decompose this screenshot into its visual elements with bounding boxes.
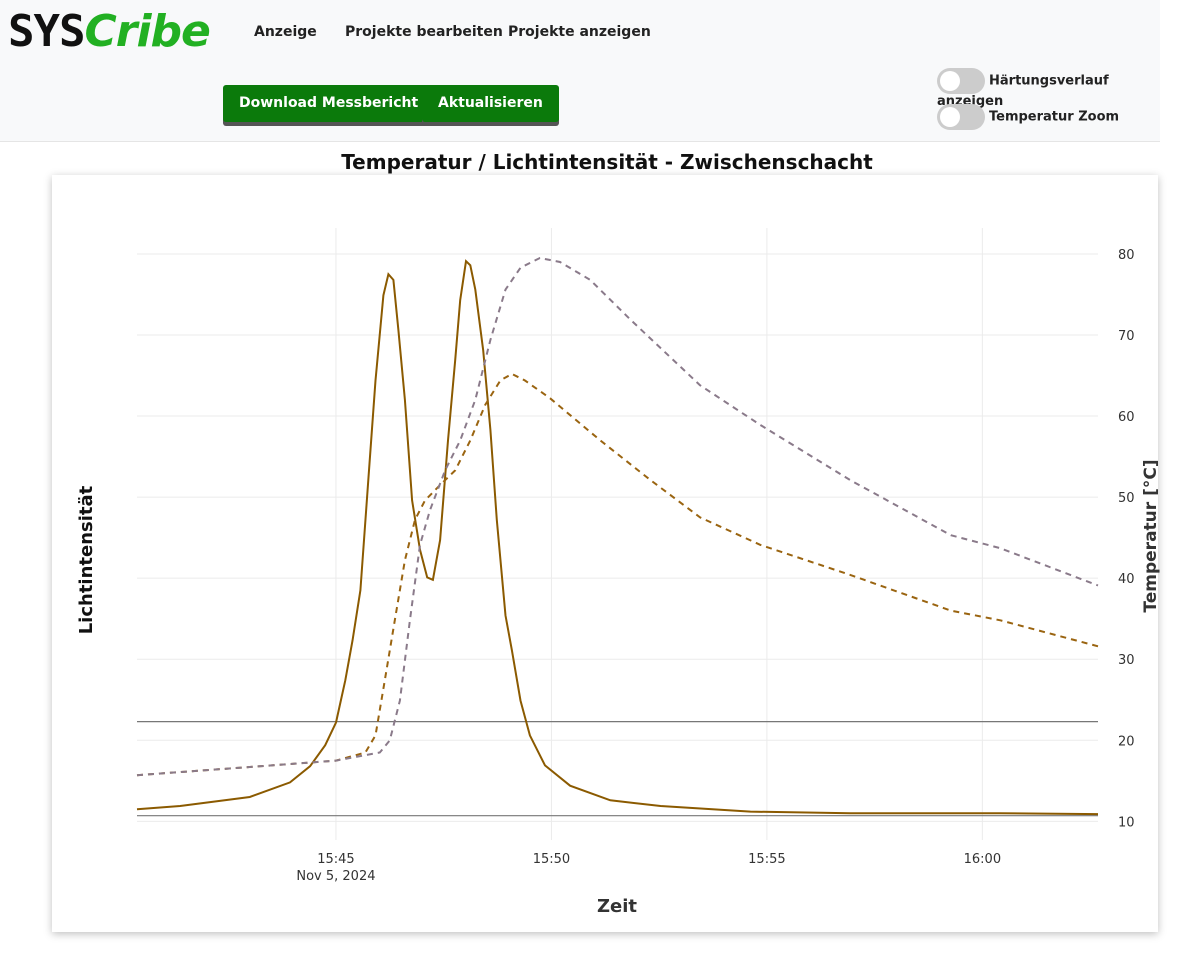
y2-tick-label: 20	[1118, 734, 1135, 749]
switch[interactable]	[937, 68, 985, 94]
nav-link[interactable]: Anzeige	[254, 24, 317, 40]
logo-dark: SYS	[8, 6, 85, 57]
switch[interactable]	[937, 104, 985, 130]
y2-tick-label: 60	[1118, 410, 1135, 425]
chart: Temperatur / Lichtintensität - Zwischens…	[76, 150, 1161, 917]
refresh-button[interactable]: Aktualisieren	[422, 85, 559, 122]
nav-link[interactable]: Projekte anzeigen	[508, 24, 651, 40]
y2-tick-label: 10	[1118, 815, 1135, 830]
toggle-label: Härtungsverlauf anzeigen	[937, 73, 1109, 110]
x-tick-label: 15:45	[317, 852, 354, 867]
logo[interactable]: SYSCribe	[8, 6, 211, 57]
y2-tick-label: 50	[1118, 491, 1135, 506]
nav-link[interactable]: Projekte bearbeiten	[345, 24, 503, 40]
y2-tick-label: 40	[1118, 572, 1135, 587]
download-button[interactable]: Download Messbericht	[223, 85, 435, 122]
x-tick-label: 15:50	[533, 852, 570, 867]
data-line	[136, 372, 1099, 777]
y2-axis-title: Temperatur [°C]	[1141, 459, 1161, 612]
header: SYSCribe Anzeige Projekte bearbeiten Pro…	[0, 0, 1160, 142]
toggle[interactable]: Temperatur Zoom	[937, 104, 1119, 130]
x-tick-label: 15:55	[748, 852, 785, 867]
chart-card	[52, 175, 1158, 932]
toggle[interactable]: Härtungsverlauf anzeigen	[937, 68, 1160, 109]
y2-tick-label: 80	[1118, 248, 1135, 263]
x-tick-label: 16:00	[964, 852, 1001, 867]
x-date-label: Nov 5, 2024	[296, 869, 375, 884]
data-line	[136, 259, 1099, 816]
chart-title: Temperatur / Lichtintensität - Zwischens…	[341, 150, 873, 174]
x-axis-title: Zeit	[597, 896, 637, 917]
y2-tick-label: 70	[1118, 329, 1135, 344]
logo-green: Cribe	[84, 6, 210, 57]
y-axis-title: Lichtintensität	[76, 485, 97, 634]
y2-tick-label: 30	[1118, 653, 1135, 668]
data-line	[136, 256, 1099, 777]
toggle-label: Temperatur Zoom	[989, 109, 1120, 125]
